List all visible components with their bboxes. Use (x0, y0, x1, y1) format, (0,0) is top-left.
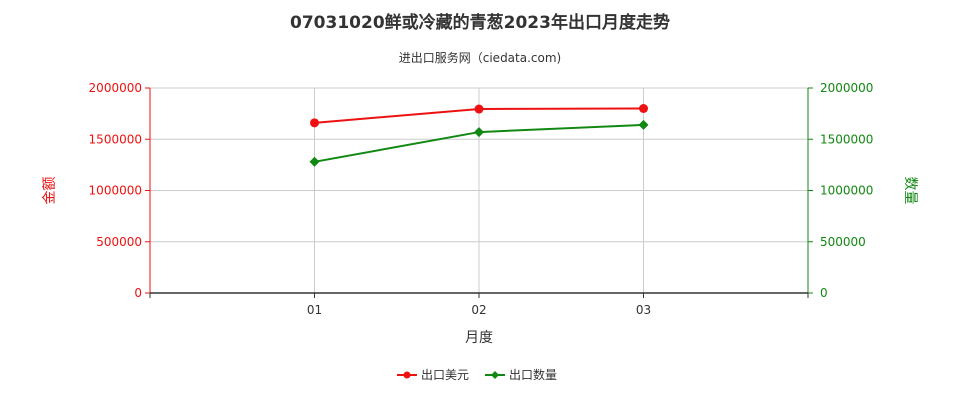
data-point-quantity (638, 119, 649, 130)
data-point-amount (310, 118, 319, 128)
x-tick-label: 01 (307, 303, 322, 317)
y-left-tick-label: 2000000 (89, 81, 142, 95)
y-left-tick-label: 500000 (96, 235, 142, 249)
data-point-amount (639, 104, 648, 113)
y-right-tick-label: 1500000 (820, 132, 873, 146)
legend-item-amount[interactable]: 出口美元 (397, 368, 469, 382)
series-layer (309, 104, 649, 167)
data-point-quantity (309, 156, 320, 167)
x-tick-label: 02 (471, 303, 486, 317)
legend-item-quantity[interactable]: 出口数量 (485, 367, 557, 382)
axes: 0 500000 1000000 1500000 2000000 0 500000 10000… (42, 81, 918, 346)
legend-label: 出口数量 (509, 367, 557, 382)
y-right-tick-label: 1000000 (820, 184, 873, 198)
y-right-axis-label: 数量 (902, 177, 918, 205)
y-left-tick-label: 1500000 (89, 132, 142, 146)
y-left-tick-label: 1000000 (89, 184, 142, 198)
x-tick-label: 03 (636, 303, 651, 317)
grid (150, 87, 808, 293)
y-right-tick-label: 0 (820, 286, 828, 300)
y-left-axis-label: 金额 (42, 177, 58, 205)
legend-marker (403, 371, 411, 379)
y-right-tick-label: 500000 (820, 235, 866, 249)
legend-marker (491, 371, 499, 379)
y-right-tick-label: 2000000 (820, 81, 873, 95)
x-axis-label: 月度 (465, 330, 493, 346)
y-left-tick-label: 0 (134, 286, 142, 300)
data-point-amount (474, 104, 484, 114)
legend[interactable]: 出口美元 出口数量 (397, 367, 557, 382)
chart-subtitle: 进出口服务网（ciedata.com) (399, 50, 561, 65)
data-point-quantity (474, 127, 484, 138)
legend-label: 出口美元 (421, 368, 469, 382)
chart-title: 07031020鲜或冷藏的青葱2023年出口月度走势 (290, 12, 670, 33)
